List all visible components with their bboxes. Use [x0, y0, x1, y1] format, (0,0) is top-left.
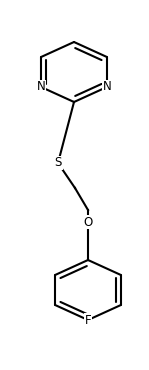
Text: F: F — [85, 313, 91, 326]
Text: N: N — [37, 81, 45, 94]
Text: N: N — [103, 81, 111, 94]
Text: O: O — [83, 215, 93, 229]
Text: S: S — [54, 157, 62, 169]
